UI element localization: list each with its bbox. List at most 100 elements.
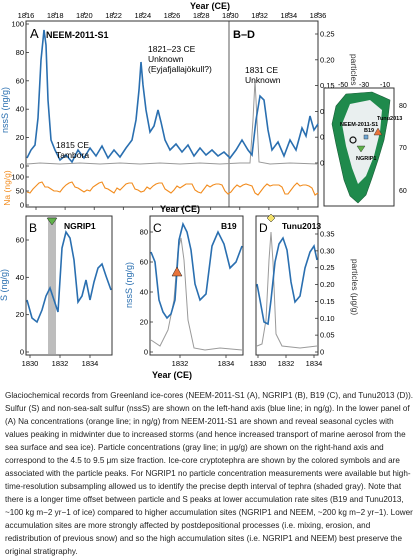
panel-c-ytick-label: 20	[140, 318, 148, 327]
panel-c-ytick-label: 40	[140, 288, 148, 297]
tunu-tephra-marker	[266, 213, 276, 223]
panel-d-ytick-right-label: 0.25	[320, 263, 335, 272]
b19-tephra-marker	[171, 266, 183, 277]
panel-b-xtick-label: 1834	[82, 359, 99, 368]
panel-d-ytick-right-label: 0.20	[320, 280, 335, 289]
annotation-tambora-name: Tambora	[56, 150, 89, 160]
top-axis-tick-label: 1824	[134, 11, 151, 20]
panel-d-ytick-right-label: 0.10	[320, 314, 335, 323]
top-axis-tick-label: 1836	[310, 11, 327, 20]
panel-b-ytick-label: 20	[16, 310, 24, 319]
top-axis-label: Year (CE)	[190, 1, 230, 11]
panel-c-xtick-label: 1834	[218, 359, 235, 368]
panel-b-xticks: 1830 1832 1834	[22, 355, 99, 368]
panel-a-ytick-label: 20	[16, 133, 24, 142]
top-axis-tick-label: 1822	[105, 11, 122, 20]
panel-a-letter: A	[30, 26, 39, 41]
greenland-map: -50 -30 -10 80 70 60 NEEM-2011-S1 B19 Tu…	[323, 82, 407, 207]
panel-a-frame	[25, 20, 319, 208]
panel-c-ylabel: nssS (ng/g)	[124, 262, 134, 308]
map-lon-label: -10	[380, 82, 390, 89]
panel-d-yticks-right: 0 0.05 0.10 0.15 0.20 0.25 0.30 0.35	[315, 230, 335, 357]
panel-a-ytick-label: 100	[11, 20, 24, 29]
panel-b-sulfur-line	[26, 230, 112, 324]
map-lon-label: -50	[338, 82, 348, 89]
panel-d-nssS-line	[256, 236, 318, 326]
panel-a-ylabel-right: particles (μg/g)	[349, 54, 359, 111]
panel-a-ytick-label: 0	[20, 162, 24, 171]
panel-d-particles-line	[256, 231, 318, 349]
top-axis-ticks: 1816 1818 1820 1822 1824 1826 1828 1830 1832 1834…	[18, 11, 327, 20]
panel-c-yticks: 0 20 40 60 80	[140, 228, 153, 357]
figure-caption: Glaciochemical records from Greenland ic…	[5, 391, 414, 556]
panel-b-letter: B	[29, 221, 37, 235]
tephra-shading	[48, 217, 56, 354]
na-yticks: 0 50 100	[11, 173, 29, 210]
panel-d-xtick-label: 1834	[306, 359, 323, 368]
panel-d-letter: D	[259, 221, 268, 235]
panel-c-ytick-label: 60	[140, 258, 148, 267]
top-axis-tick-label: 1826	[164, 11, 181, 20]
panel-c-letter: C	[153, 221, 162, 235]
panel-a-ytick-right-label: 0.15	[320, 81, 335, 90]
panel-d-ytick-right-label: 0.05	[320, 331, 335, 340]
neem-site-label: NEEM-2011-S1	[340, 122, 378, 128]
b19-site-marker	[363, 134, 369, 140]
panel-a-ytick-right-label: 0	[320, 159, 324, 168]
greenland-ice-sheet	[342, 100, 382, 184]
top-axis-tick-label: 1818	[47, 11, 64, 20]
panel-d-ytick-right-label: 0.30	[320, 246, 335, 255]
panel-d-xtick-label: 1830	[250, 359, 267, 368]
ngrip-site-marker	[356, 145, 366, 153]
panel-b-ytick-label: 0	[20, 348, 24, 357]
panel-d-xticks: 1830 1832 1834	[250, 355, 323, 368]
panel-d-xtick-label: 1832	[278, 359, 295, 368]
panel-a-core-name: NEEM-2011-S1	[46, 30, 109, 40]
panel-b-frame	[25, 215, 113, 356]
top-axis-tick-label: 1830	[222, 11, 239, 20]
panel-b-yticks: 0 20 40 60	[16, 236, 29, 357]
panel-a-ytick-right-label: 0.20	[320, 55, 335, 64]
panel-d-frame	[255, 215, 319, 356]
annotation-1831-year: 1831 CE	[245, 65, 278, 75]
panel-c-particles-line	[150, 237, 243, 351]
ngrip-tephra-marker	[46, 217, 58, 226]
panel-a-ytick-right-label: 0.25	[320, 30, 335, 39]
panel-c-xticks: 1832 1834	[172, 355, 235, 368]
annotation-1821-year: 1821–23 CE	[148, 44, 196, 54]
panel-b-ytick-label: 60	[16, 236, 24, 245]
panel-c-ytick-label: 80	[140, 228, 148, 237]
map-lat-label: 80	[399, 103, 407, 110]
na-ytick-label: 100	[11, 173, 24, 182]
bd-label: B–D	[233, 29, 255, 41]
map-lat-label: 60	[399, 188, 407, 195]
na-ylabel: Na (ng/g)	[2, 170, 12, 206]
top-axis-tick-label: 1820	[76, 11, 93, 20]
panel-b-ylabel: S (ng/g)	[0, 269, 9, 301]
panel-d-ytick-right-label: 0.15	[320, 297, 335, 306]
panel-d-ytick-right-label: 0	[320, 348, 324, 357]
top-axis-tick-label: 1828	[193, 11, 210, 20]
panel-d-ylabel-right: particles (μg/g)	[350, 259, 360, 316]
panel-a-yticks-left: 0 20 40 60 80 100	[11, 20, 29, 171]
na-line	[26, 181, 319, 196]
panel-c-xtick-label: 1832	[172, 359, 189, 368]
b19-site-label: B19	[364, 128, 374, 134]
annotation-tambora-year: 1815 CE	[56, 140, 89, 150]
top-axis-tick-label: 1834	[280, 11, 297, 20]
panel-a-xlabel: Year (CE)	[160, 204, 200, 214]
panel-a-ytick-label: 60	[16, 76, 24, 85]
panel-c-ytick-label: 0	[144, 348, 148, 357]
tunu-site-label: Tunu2013	[377, 116, 402, 122]
panel-c-core-name: B19	[221, 221, 237, 231]
map-lat-label: 70	[399, 145, 407, 152]
bottom-xlabel: Year (CE)	[152, 370, 192, 380]
figure: Year (CE) 1816 1818 1820 1822 1824 1826 1828 18…	[0, 1, 407, 380]
panel-a-nssS-line	[26, 29, 319, 164]
map-lon-label: -30	[359, 82, 369, 89]
panel-a-ytick-label: 40	[16, 105, 24, 114]
panel-c-nssS-line	[150, 221, 243, 320]
top-axis-tick-label: 1832	[251, 11, 268, 20]
annotation-1821-note: (Eyjafjallajökull?)	[148, 64, 212, 74]
